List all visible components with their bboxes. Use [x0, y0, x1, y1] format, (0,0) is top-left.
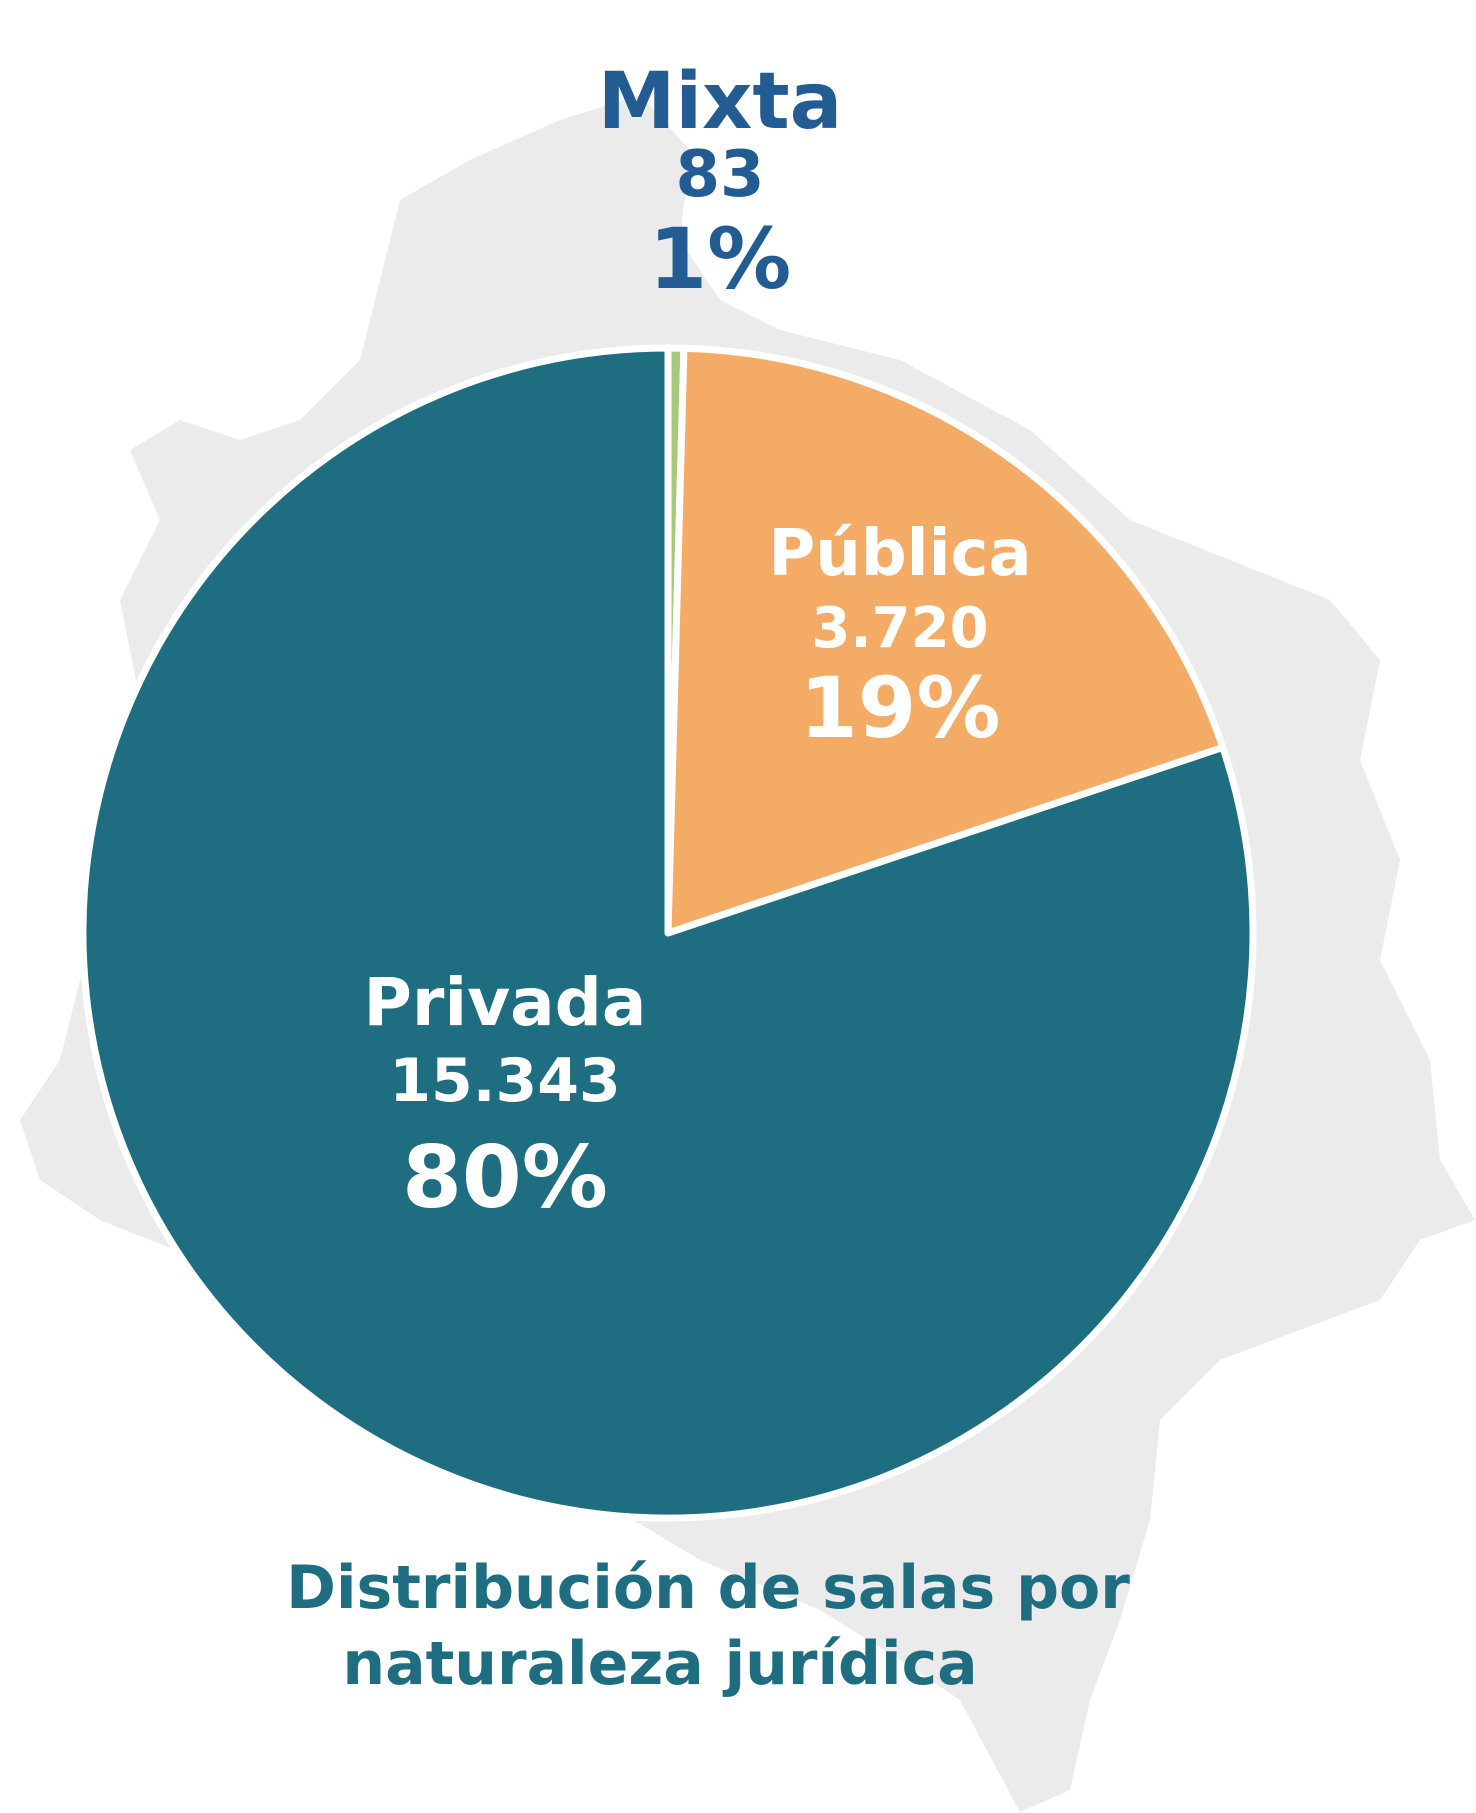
slice-mixta-label: Mixta — [598, 57, 843, 147]
pie-slice-publica — [664, 344, 1227, 937]
slice-privada-label: Privada — [364, 964, 647, 1041]
slice-publica-percent: 19% — [799, 659, 1000, 757]
chart-title-line-2: naturaleza jurídica — [342, 1629, 977, 1699]
slice-privada-percent: 80% — [402, 1128, 608, 1228]
slice-mixta-percent: 1% — [649, 210, 792, 308]
chart-title: Distribución de salas por naturaleza jur… — [286, 1553, 1130, 1699]
slice-privada-value: 15.343 — [389, 1046, 621, 1116]
slice-publica-label: Pública — [768, 517, 1031, 591]
pie-slice-privada — [79, 344, 1257, 1522]
slice-mixta-value: 83 — [675, 138, 764, 212]
chart-title-line-1: Distribución de salas por — [286, 1553, 1130, 1623]
slice-publica-value: 3.720 — [811, 596, 988, 661]
pie-slices — [79, 344, 1257, 1522]
